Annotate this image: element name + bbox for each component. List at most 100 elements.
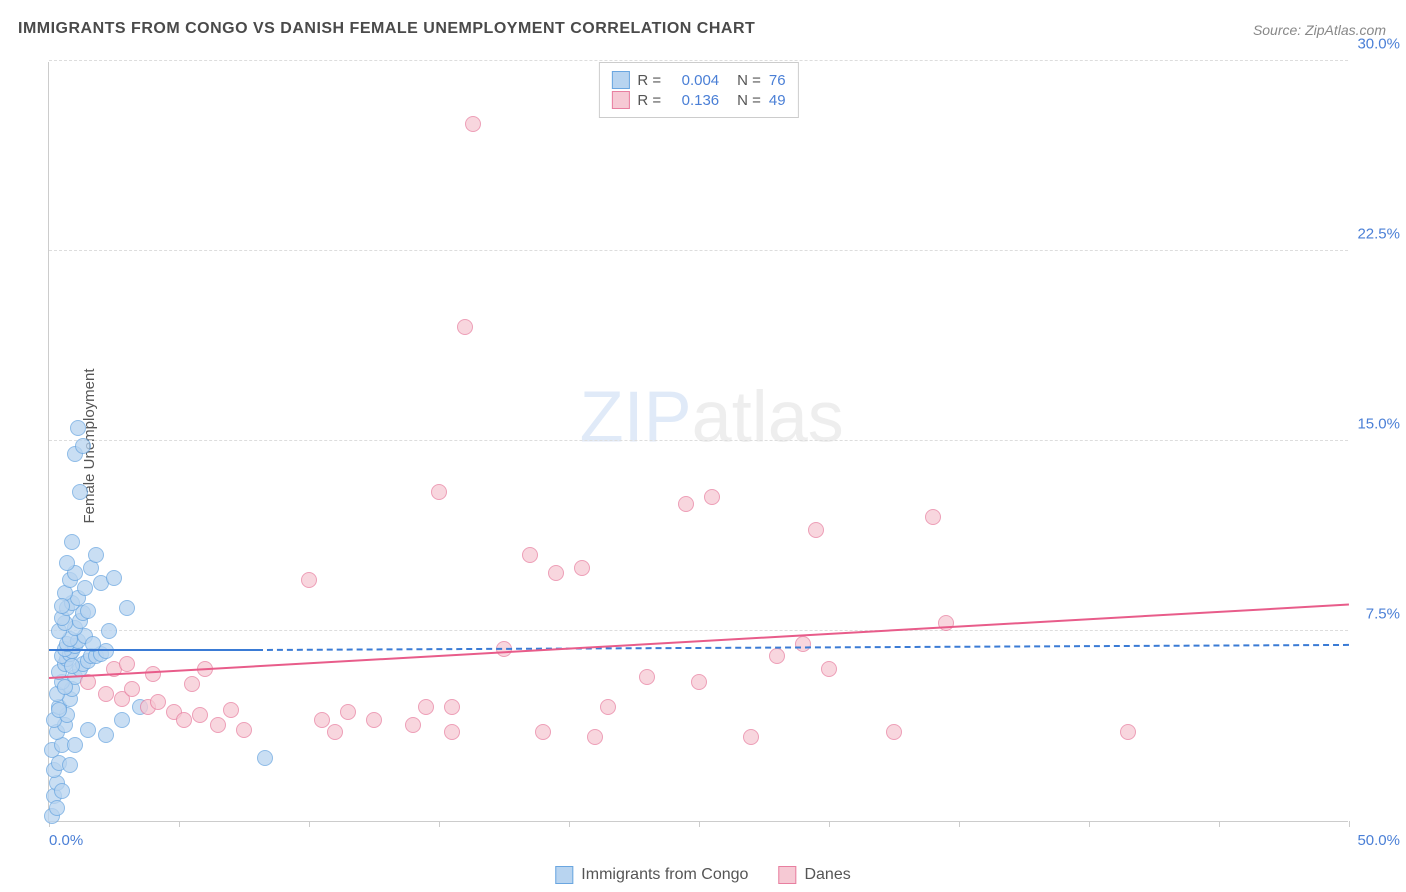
data-point xyxy=(704,489,720,505)
scatter-plot-area: ZIPatlas R =0.004N =76R =0.136N =49 7.5%… xyxy=(48,62,1348,822)
data-point xyxy=(743,729,759,745)
data-point xyxy=(64,534,80,550)
data-point xyxy=(88,547,104,563)
data-point xyxy=(301,572,317,588)
data-point xyxy=(150,694,166,710)
legend-item: Danes xyxy=(778,866,850,884)
data-point xyxy=(223,702,239,718)
data-point xyxy=(80,722,96,738)
data-point xyxy=(444,699,460,715)
grid-line xyxy=(49,630,1348,631)
regression-line xyxy=(49,649,257,651)
data-point xyxy=(431,484,447,500)
data-point xyxy=(145,666,161,682)
data-point xyxy=(114,712,130,728)
y-tick-label: 30.0% xyxy=(1357,36,1400,53)
legend-swatch xyxy=(778,866,796,884)
legend-swatch xyxy=(611,91,629,109)
x-tick xyxy=(1219,821,1220,827)
r-label: R = xyxy=(637,72,661,89)
x-tick xyxy=(829,821,830,827)
data-point xyxy=(54,783,70,799)
data-point xyxy=(98,686,114,702)
legend-label: Immigrants from Congo xyxy=(581,866,748,884)
data-point xyxy=(587,729,603,745)
data-point xyxy=(314,712,330,728)
data-point xyxy=(465,116,481,132)
data-point xyxy=(548,565,564,581)
data-point xyxy=(192,707,208,723)
data-point xyxy=(75,438,91,454)
data-point xyxy=(49,800,65,816)
legend-item: Immigrants from Congo xyxy=(555,866,748,884)
data-point xyxy=(639,669,655,685)
x-axis-end-label: 50.0% xyxy=(1357,832,1400,849)
stats-row: R = 0.136 N = 49 xyxy=(611,91,785,109)
data-point xyxy=(691,674,707,690)
data-point xyxy=(535,724,551,740)
data-point xyxy=(210,717,226,733)
data-point xyxy=(418,699,434,715)
watermark-zip: ZIP xyxy=(580,377,692,457)
data-point xyxy=(101,623,117,639)
data-point xyxy=(106,570,122,586)
data-point xyxy=(51,702,67,718)
r-value: 0.004 xyxy=(669,72,719,89)
r-label: R = xyxy=(637,92,661,109)
n-value: 49 xyxy=(769,92,786,109)
watermark-atlas: atlas xyxy=(692,377,844,457)
x-tick xyxy=(699,821,700,827)
data-point xyxy=(327,724,343,740)
data-point xyxy=(808,522,824,538)
data-point xyxy=(119,656,135,672)
data-point xyxy=(678,496,694,512)
data-point xyxy=(444,724,460,740)
data-point xyxy=(795,636,811,652)
data-point xyxy=(124,681,140,697)
n-label: N = xyxy=(737,72,761,89)
grid-line xyxy=(49,440,1348,441)
data-point xyxy=(405,717,421,733)
correlation-stats-box: R =0.004N =76R =0.136N =49 xyxy=(598,62,798,118)
x-tick xyxy=(309,821,310,827)
data-point xyxy=(62,757,78,773)
data-point xyxy=(54,598,70,614)
data-point xyxy=(57,679,73,695)
data-point xyxy=(72,484,88,500)
data-point xyxy=(366,712,382,728)
regression-line xyxy=(49,604,1349,679)
data-point xyxy=(925,509,941,525)
y-tick-label: 15.0% xyxy=(1357,416,1400,433)
y-tick-label: 7.5% xyxy=(1366,606,1400,623)
r-value: 0.136 xyxy=(669,92,719,109)
data-point xyxy=(600,699,616,715)
x-axis-start-label: 0.0% xyxy=(49,832,83,849)
data-point xyxy=(821,661,837,677)
x-tick xyxy=(1349,821,1350,827)
data-point xyxy=(236,722,252,738)
x-tick xyxy=(179,821,180,827)
data-point xyxy=(70,420,86,436)
grid-line xyxy=(49,250,1348,251)
x-tick xyxy=(959,821,960,827)
data-point xyxy=(77,580,93,596)
watermark: ZIPatlas xyxy=(580,376,844,458)
x-tick xyxy=(569,821,570,827)
data-point xyxy=(80,603,96,619)
data-point xyxy=(574,560,590,576)
data-point xyxy=(938,615,954,631)
y-tick-label: 22.5% xyxy=(1357,226,1400,243)
x-tick xyxy=(1089,821,1090,827)
data-point xyxy=(176,712,192,728)
legend-swatch xyxy=(611,71,629,89)
legend-swatch xyxy=(555,866,573,884)
x-tick xyxy=(439,821,440,827)
data-point xyxy=(98,727,114,743)
data-point xyxy=(340,704,356,720)
n-label: N = xyxy=(737,92,761,109)
data-point xyxy=(64,658,80,674)
data-point xyxy=(119,600,135,616)
grid-line xyxy=(49,60,1348,61)
data-point xyxy=(522,547,538,563)
data-point xyxy=(457,319,473,335)
